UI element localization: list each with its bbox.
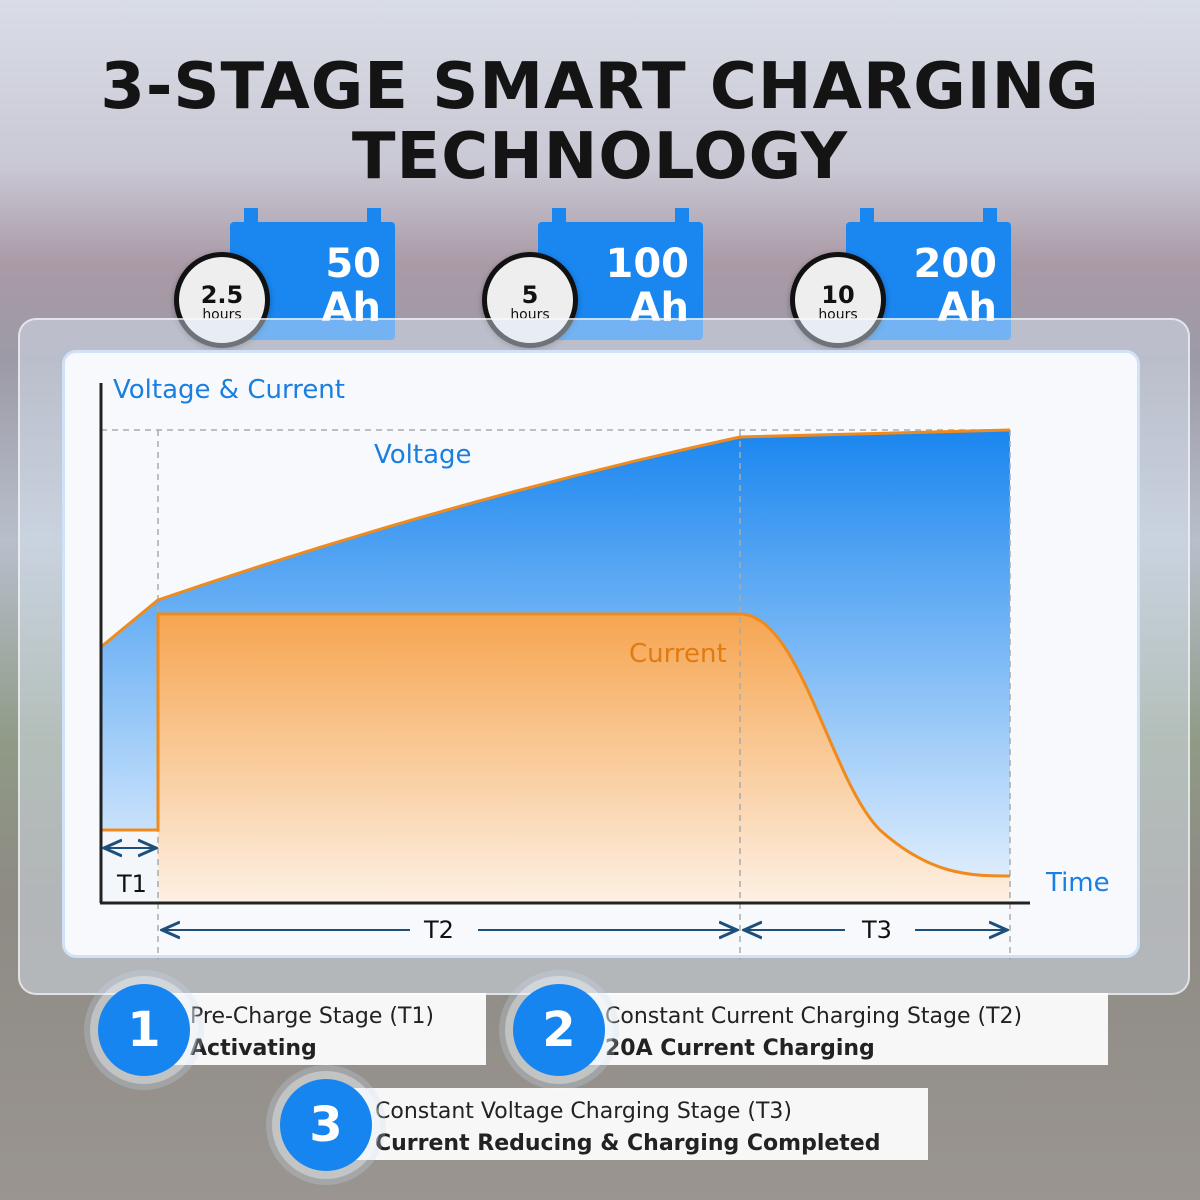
capacity-value: 100	[605, 241, 690, 287]
time-value: 10	[821, 281, 855, 309]
capacity-value: 50	[325, 241, 381, 287]
y-axis-label: Voltage & Current	[113, 375, 345, 405]
voltage-curve	[100, 428, 1011, 649]
page-title: 3-STAGE SMART CHARGING TECHNOLOGY	[0, 52, 1200, 192]
stage-title: Pre-Charge Stage (T1)	[190, 1004, 435, 1029]
stage-title: Constant Voltage Charging Stage (T3)	[375, 1099, 793, 1124]
time-value: 2.5	[200, 281, 244, 309]
current-label: Current	[629, 639, 727, 669]
battery-badge-200ah: 200 Ah	[846, 208, 1011, 340]
stage-title: Constant Current Charging Stage (T2)	[605, 1004, 1023, 1029]
title-line-2: TECHNOLOGY	[351, 120, 849, 194]
stage-label-t1: T1	[117, 870, 147, 898]
stage-label-t2: T2	[424, 916, 454, 944]
clock-icon: 2.5 hours	[174, 252, 270, 348]
stage-number-1: 1	[98, 984, 190, 1076]
voltage-label: Voltage	[374, 440, 472, 470]
capacity-unit: Ah	[629, 285, 689, 331]
stage-card-2: Constant Current Charging Stage (T2) 20A …	[555, 993, 1108, 1065]
charging-diagram	[99, 383, 1030, 960]
x-axis-label: Time	[1046, 868, 1110, 898]
capacity-unit: Ah	[321, 285, 381, 331]
stage-card-1: Pre-Charge Stage (T1) Activating	[140, 993, 486, 1065]
capacity-value: 200	[913, 241, 998, 287]
stage-number-2: 2	[513, 984, 605, 1076]
current-area	[158, 614, 1010, 903]
time-value: 5	[521, 281, 539, 309]
stage-subtitle: 20A Current Charging	[605, 1036, 875, 1061]
stage-subtitle: Current Reducing & Charging Completed	[375, 1131, 881, 1156]
current-curve	[101, 612, 1011, 878]
stage-card-3: Constant Voltage Charging Stage (T3) Curr…	[325, 1088, 928, 1160]
title-line-1: 3-STAGE SMART CHARGING	[100, 50, 1100, 124]
capacity-unit: Ah	[937, 285, 997, 331]
stage-label-t3: T3	[862, 916, 892, 944]
stage-number-3: 3	[280, 1079, 372, 1171]
clock-icon: 5 hours	[482, 252, 578, 348]
stage-subtitle: Activating	[190, 1036, 317, 1061]
